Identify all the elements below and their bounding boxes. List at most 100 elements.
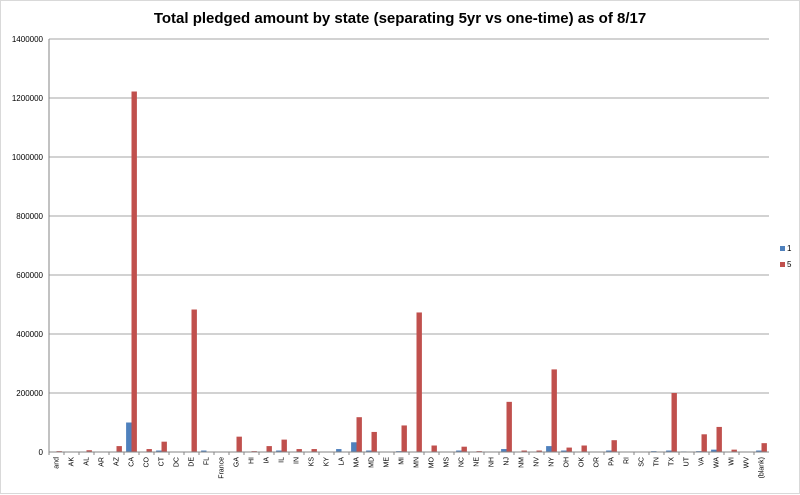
- bar-series-1-WA: [711, 449, 717, 452]
- x-tick-label: NM: [519, 457, 526, 468]
- bar-series-5-CA: [131, 91, 137, 452]
- y-tick-label: 400000: [16, 330, 43, 339]
- x-tick-label: AK: [69, 457, 76, 467]
- bar-series-5-AL: [86, 450, 92, 452]
- bar-series-5-IA: [266, 446, 272, 452]
- bar-series-1-(blank): [756, 450, 762, 452]
- bar-series-1-IL: [276, 450, 282, 452]
- x-tick-label: and: [54, 457, 61, 469]
- bar-series-5-CT: [161, 441, 167, 452]
- x-tick-label: TX: [669, 457, 676, 466]
- y-tick-label: 800000: [16, 212, 43, 221]
- x-tick-label: MO: [429, 456, 436, 468]
- x-tick-label: CO: [144, 456, 151, 467]
- bar-series-5-CO: [146, 449, 152, 452]
- x-tick-label: (blank): [759, 457, 766, 478]
- bar-series-5-KS: [311, 449, 317, 452]
- y-tick-label: 1400000: [12, 35, 44, 44]
- legend-label-5: 5: [787, 260, 792, 269]
- x-tick-label: OR: [594, 457, 601, 468]
- bar-series-1-NJ: [501, 449, 507, 452]
- x-tick-label: WI: [729, 457, 736, 466]
- x-tick-label: KY: [324, 457, 331, 467]
- bar-series-5-TX: [671, 393, 677, 452]
- x-tick-label: NC: [459, 457, 466, 467]
- x-tick-label: MN: [414, 457, 421, 468]
- gridlines: [48, 38, 769, 453]
- x-tick-label: VA: [699, 457, 706, 466]
- x-tick-label: MS: [444, 457, 451, 468]
- bars: [56, 91, 767, 452]
- x-tick-label: OH: [564, 457, 571, 468]
- bar-series-1-FL: [201, 450, 207, 452]
- bar-series-1-MA: [351, 442, 357, 452]
- x-tick-label: KS: [309, 457, 316, 467]
- bar-series-1-MD: [366, 450, 372, 452]
- bar-series-1-OH: [561, 450, 567, 452]
- x-tick-label: IL: [279, 457, 286, 463]
- bar-series-5-IN: [296, 449, 302, 452]
- bar-series-5-(blank): [761, 443, 767, 452]
- x-tick-label: France: [219, 457, 226, 479]
- x-tick-label: NE: [474, 457, 481, 467]
- bar-series-5-VA: [701, 434, 707, 452]
- bar-series-5-MD: [371, 431, 377, 452]
- x-tick-label: NY: [549, 457, 556, 467]
- bar-series-1-CT: [156, 450, 162, 452]
- x-tick-label: MI: [399, 457, 406, 465]
- x-tick-label: WV: [744, 457, 751, 469]
- bar-series-5-MI: [401, 425, 407, 452]
- x-tick-label: DE: [189, 457, 196, 467]
- y-tick-label: 1200000: [12, 94, 44, 103]
- bar-series-5-IL: [281, 439, 287, 452]
- x-tick-label: RI: [624, 457, 631, 464]
- x-tick-label: MD: [369, 457, 376, 468]
- x-tick-label: MA: [354, 457, 361, 468]
- x-tick-label: HI: [249, 457, 256, 464]
- x-axis-ticks: and AK AL AR AZ CA CO CT DC DE FL France GA HI IA IL IN K…: [48, 451, 769, 479]
- x-tick-label: NJ: [504, 457, 511, 466]
- bar-series-5-DE: [191, 309, 197, 452]
- x-tick-label: TN: [654, 457, 661, 466]
- bar-series-5-NJ: [506, 401, 512, 452]
- bar-series-5-NC: [461, 446, 467, 452]
- x-tick-label: LA: [339, 457, 346, 466]
- x-tick-label: SC: [639, 457, 646, 467]
- bar-series-1-PA: [606, 450, 612, 452]
- x-tick-label: FL: [204, 457, 211, 465]
- x-tick-label: UT: [684, 456, 691, 466]
- legend-swatch-5: [780, 262, 785, 267]
- x-tick-label: ME: [384, 457, 391, 468]
- bar-series-1-TX: [666, 450, 672, 452]
- y-tick-label: 0: [39, 448, 44, 457]
- y-tick-label: 1000000: [12, 153, 44, 162]
- bar-series-5-OH: [566, 447, 572, 452]
- x-tick-label: NV: [534, 457, 541, 467]
- bar-series-1-LA: [336, 449, 342, 452]
- x-tick-label: OK: [579, 457, 586, 467]
- bar-series-1-CA: [126, 422, 132, 452]
- bar-series-5-MO: [431, 445, 437, 452]
- bar-series-5-NY: [551, 369, 557, 452]
- x-tick-label: CT: [159, 456, 166, 466]
- bar-series-5-MA: [356, 417, 362, 452]
- bar-series-5-PA: [611, 440, 617, 452]
- x-tick-label: IN: [294, 457, 301, 464]
- bar-series-5-AZ: [116, 446, 122, 452]
- x-tick-label: GA: [234, 457, 241, 467]
- bar-series-5-NM: [521, 450, 527, 452]
- y-tick-label: 200000: [16, 389, 43, 398]
- bar-series-5-NV: [536, 450, 542, 452]
- x-tick-label: NH: [489, 457, 496, 467]
- x-tick-label: IA: [264, 457, 271, 464]
- bar-series-5-WA: [716, 426, 722, 452]
- bar-series-1-NC: [456, 450, 462, 452]
- bar-series-1-NY: [546, 446, 552, 452]
- x-tick-label: AL: [84, 457, 91, 466]
- bar-series-5-GA: [236, 436, 242, 452]
- x-tick-label: AR: [99, 457, 106, 467]
- bar-series-5-MN: [416, 312, 422, 452]
- y-tick-label: 600000: [16, 271, 43, 280]
